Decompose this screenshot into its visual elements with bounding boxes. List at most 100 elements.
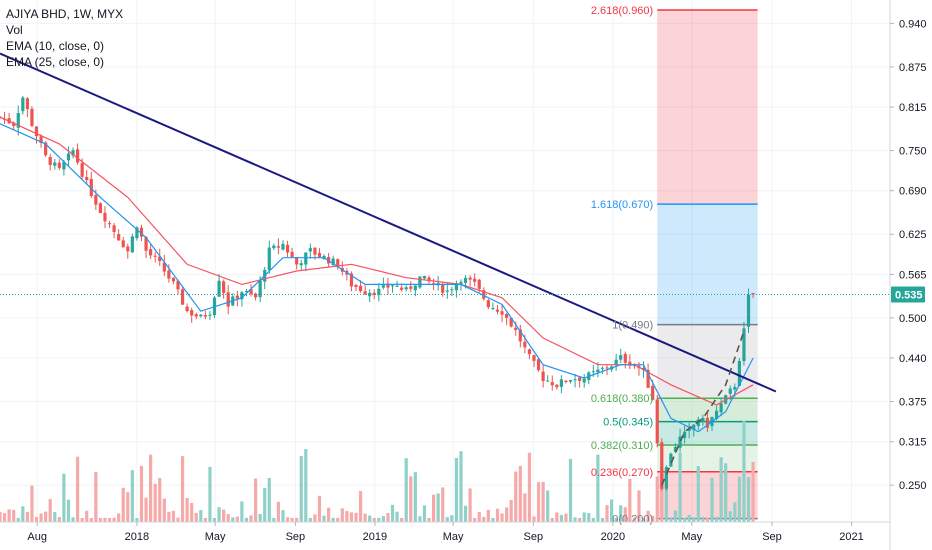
volume-bar-125 <box>568 458 573 522</box>
volume-bar-60 <box>272 517 276 522</box>
time-axis-label-3: Sep <box>286 531 306 543</box>
volume-bar-151 <box>687 514 691 522</box>
volume-bar-62 <box>281 510 285 522</box>
volume-bar-64 <box>290 518 294 522</box>
candle-body-144 <box>655 399 659 444</box>
volume-bar-85 <box>386 513 390 522</box>
volume-bar-164 <box>746 477 751 522</box>
candle-body-148 <box>673 446 678 452</box>
candle-body-10 <box>44 142 48 156</box>
candle-body-114 <box>518 329 522 342</box>
volume-bar-99 <box>450 515 454 522</box>
volume-bar-52 <box>235 516 239 522</box>
candle-body-23 <box>103 212 107 222</box>
volume-bar-47 <box>212 517 217 522</box>
price-axis-label-6: 0.565 <box>899 269 927 281</box>
volume-bar-123 <box>559 514 563 522</box>
candle-body-149 <box>678 436 682 448</box>
volume-bar-79 <box>358 490 363 522</box>
volume-bar-42 <box>190 502 194 522</box>
volume-bar-45 <box>203 517 207 522</box>
candle-body-113 <box>514 327 518 331</box>
candle-body-40 <box>180 289 185 305</box>
volume-bar-138 <box>628 478 632 522</box>
volume-bar-105 <box>477 512 481 522</box>
candle-body-118 <box>536 359 541 371</box>
volume-bar-106 <box>482 517 486 522</box>
volume-bar-41 <box>185 498 189 522</box>
candle-body-84 <box>381 285 385 288</box>
volume-bar-152 <box>692 517 696 522</box>
volume-bar-139 <box>632 517 637 522</box>
volume-bar-153 <box>696 466 700 522</box>
candle-body-165 <box>751 293 755 295</box>
volume-bar-145 <box>660 466 664 522</box>
volume-bar-149 <box>678 452 682 522</box>
candle-body-57 <box>258 280 262 298</box>
candle-body-4 <box>16 113 20 128</box>
candle-body-152 <box>692 424 696 430</box>
candle-body-93 <box>422 275 427 279</box>
volume-bar-39 <box>176 517 180 522</box>
fib-level-label-2: 1(0.490) <box>612 320 653 332</box>
volume-bar-70 <box>317 495 322 522</box>
volume-bar-114 <box>518 465 522 522</box>
volume-bar-78 <box>354 512 358 522</box>
price-axis-label-4: 0.690 <box>899 186 927 198</box>
legend-ema-25: EMA (25, close, 0) <box>6 55 105 69</box>
candle-body-94 <box>427 277 431 282</box>
volume-bar-127 <box>578 517 582 522</box>
candle-body-5 <box>21 97 25 112</box>
volume-bar-0 <box>0 511 2 522</box>
volume-bar-36 <box>162 498 166 522</box>
volume-bar-55 <box>249 515 253 522</box>
candle-body-3 <box>12 122 16 126</box>
volume-bar-147 <box>669 517 673 522</box>
volume-bar-104 <box>473 517 477 522</box>
candle-body-8 <box>34 126 39 137</box>
candle-body-54 <box>244 291 249 293</box>
volume-bar-57 <box>258 514 262 522</box>
volume-bar-69 <box>313 514 317 522</box>
candle-body-62 <box>281 243 285 250</box>
candle-body-35 <box>158 256 162 262</box>
grid <box>0 0 890 522</box>
candle-body-21 <box>94 195 98 205</box>
volume-bar-86 <box>390 504 395 522</box>
volume-bar-44 <box>199 510 203 522</box>
volume-bar-136 <box>619 505 623 522</box>
volume-bar-118 <box>536 482 541 522</box>
volume-bar-50 <box>226 514 230 522</box>
price-axis[interactable]: 0.940 0.875 0.815 0.750 0.690 0.625 0.565 0.500… <box>889 0 927 550</box>
candle-body-43 <box>194 314 198 317</box>
ema-25-line <box>0 116 754 406</box>
trendline[interactable] <box>0 52 777 393</box>
volume-bar-94 <box>427 517 431 522</box>
candle-body-102 <box>463 277 468 283</box>
volume-bar-11 <box>48 499 52 522</box>
volume-bar-148 <box>673 510 678 522</box>
candle-body-11 <box>48 157 52 166</box>
volume-bar-119 <box>541 481 545 522</box>
volume-bar-24 <box>107 517 112 522</box>
price-axis-label-3: 0.750 <box>899 146 927 158</box>
candle-body-136 <box>619 355 623 360</box>
candle-body-49 <box>222 281 226 293</box>
price-axis-label-5: 0.625 <box>899 229 927 241</box>
fib-level-label-1: 1.618(0.670) <box>591 199 653 211</box>
price-axis-label-8: 0.440 <box>899 353 927 365</box>
candle-body-37 <box>167 270 171 279</box>
volume-bar-162 <box>737 476 741 522</box>
volume-bar-49 <box>222 509 226 522</box>
candle-body-42 <box>190 310 194 316</box>
candle-body-121 <box>550 382 554 386</box>
volume-bar-117 <box>532 516 536 522</box>
candle-body-66 <box>299 263 303 266</box>
volume-bar-130 <box>591 517 595 522</box>
candle-body-34 <box>153 255 157 257</box>
candle-body-117 <box>532 355 536 361</box>
time-axis[interactable]: Aug 2018 May Sep 2019 May Sep 2020 May Sep 2021 <box>0 521 890 543</box>
candle-body-103 <box>468 277 472 280</box>
fib-zone-0 <box>657 10 758 205</box>
